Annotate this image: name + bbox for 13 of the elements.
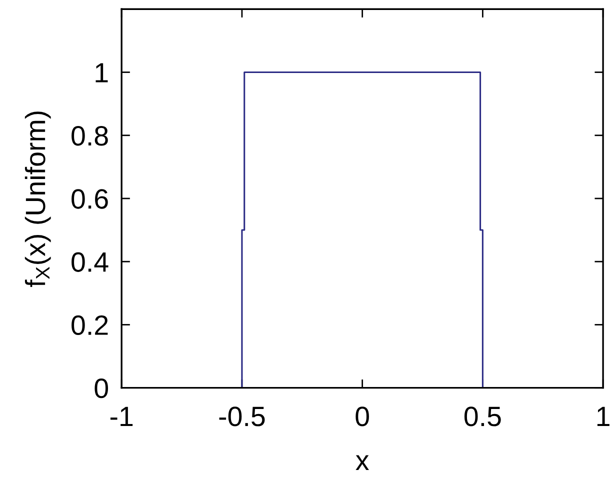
y-tick-label: 0.8 bbox=[72, 126, 108, 146]
y-tick-label: 0.6 bbox=[72, 189, 108, 209]
x-tick-label: 1 bbox=[597, 406, 610, 426]
y-tick-label: 0.4 bbox=[72, 252, 108, 272]
y-tick-label: 0.2 bbox=[72, 315, 108, 336]
x-tick-label: -1 bbox=[110, 406, 133, 426]
y-axis-title: f$_{X}$(x) (Uniform) bbox=[24, 112, 51, 287]
y-tick-label: 1 bbox=[96, 63, 108, 82]
x-tick-label: 0 bbox=[356, 406, 369, 426]
x-tick-label: -0.5 bbox=[219, 406, 265, 426]
x-tick-label: 0.5 bbox=[464, 406, 501, 426]
x-axis-title: x bbox=[356, 455, 369, 470]
y-tick-label: 0 bbox=[94, 378, 108, 398]
